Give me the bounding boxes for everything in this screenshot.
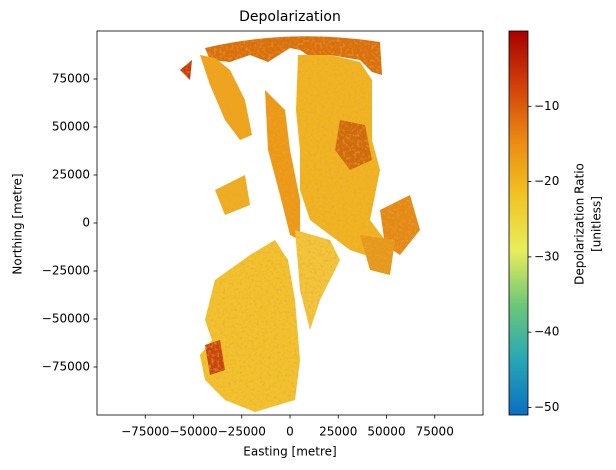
- y-tick-label: 0: [82, 216, 90, 230]
- colorbar-tick-label: −10: [534, 99, 559, 113]
- x-tick-label: −50000: [169, 425, 217, 439]
- x-tick-label: −25000: [218, 425, 266, 439]
- x-tick-label: 25000: [319, 425, 357, 439]
- x-tick-label: 75000: [416, 425, 454, 439]
- y-tick-label: 50000: [52, 120, 90, 134]
- y-tick-label: 25000: [52, 168, 90, 182]
- x-tick-label: 0: [286, 425, 294, 439]
- colorbar-tick-label: −20: [534, 174, 559, 188]
- colorbar-tick-label: −50: [534, 400, 559, 414]
- colorbar-label: [unitless]: [590, 196, 604, 252]
- y-tick-label: −75000: [42, 360, 90, 374]
- radar-echo: [180, 36, 420, 412]
- y-tick-label: −25000: [42, 264, 90, 278]
- y-axis-label: Northing [metre]: [11, 173, 25, 274]
- colorbar-tick-label: −30: [534, 249, 559, 263]
- y-tick-label: 75000: [52, 72, 90, 86]
- x-tick-label: −75000: [121, 425, 169, 439]
- x-tick-label: 50000: [367, 425, 405, 439]
- colorbar: [508, 30, 529, 416]
- colorbar-label: Depolarization Ratio: [573, 163, 587, 285]
- x-axis-label: Easting [metre]: [243, 445, 336, 459]
- y-tick-label: −50000: [42, 312, 90, 326]
- chart-title: Depolarization: [239, 9, 341, 25]
- colorbar-tick-label: −40: [534, 325, 559, 339]
